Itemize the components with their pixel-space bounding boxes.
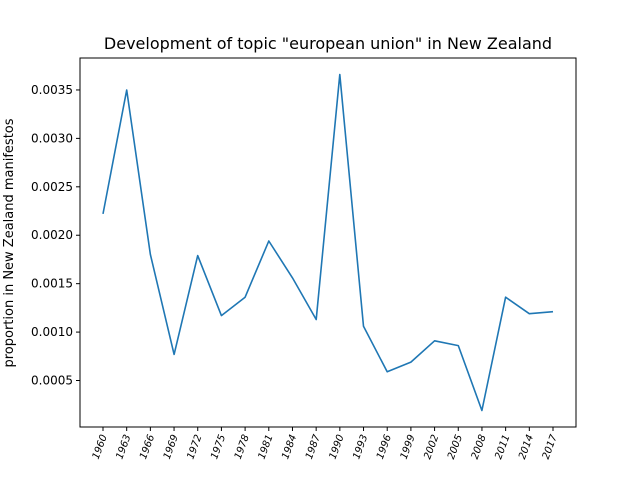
x-tick-label: 1987 bbox=[304, 433, 323, 461]
x-tick-label: 2008 bbox=[470, 433, 489, 461]
y-tick-label: 0.0015 bbox=[31, 277, 73, 291]
y-tick-label: 0.0030 bbox=[31, 131, 73, 145]
plot-frame bbox=[79, 57, 577, 428]
x-tick-label: 1978 bbox=[233, 433, 252, 461]
x-tick-label: 1993 bbox=[351, 433, 370, 461]
x-tick-label: 1981 bbox=[257, 433, 276, 461]
x-tick-label: 2014 bbox=[517, 433, 536, 461]
chart-title: Development of topic "european union" in… bbox=[104, 34, 552, 53]
y-tick-label: 0.0010 bbox=[31, 325, 73, 339]
x-tick-label: 1996 bbox=[375, 433, 394, 461]
x-tick-label: 2017 bbox=[541, 433, 560, 461]
x-tick-label: 2005 bbox=[446, 433, 465, 461]
x-tick-label: 1984 bbox=[280, 433, 299, 461]
x-axis: 1960 1963 1966 1969 1972 1975 1978 1981 1984 1987… bbox=[91, 427, 560, 461]
x-tick-label: 1963 bbox=[114, 433, 133, 461]
series-line bbox=[102, 73, 554, 412]
x-tick-label: 1999 bbox=[399, 433, 418, 461]
x-tick-label: 1966 bbox=[138, 433, 157, 461]
y-axis: 0.0005 0.0010 0.0015 0.0020 0.0025 0.0030 0.00… bbox=[31, 83, 80, 388]
y-tick-label: 0.0035 bbox=[31, 83, 73, 97]
x-tick-label: 1969 bbox=[162, 433, 181, 461]
x-tick-label: 1975 bbox=[209, 433, 228, 461]
y-tick-label: 0.0020 bbox=[31, 228, 73, 242]
y-tick-label: 0.0005 bbox=[31, 374, 73, 388]
x-tick-label: 1990 bbox=[328, 433, 347, 461]
x-tick-label: 2002 bbox=[422, 433, 441, 461]
series-layer bbox=[102, 73, 554, 412]
y-tick-label: 0.0025 bbox=[31, 180, 73, 194]
y-axis-label: proportion in New Zealand manifestos bbox=[2, 118, 17, 367]
x-tick-label: 1960 bbox=[91, 433, 110, 461]
x-tick-label: 2011 bbox=[493, 433, 512, 461]
x-tick-label: 1972 bbox=[186, 433, 205, 461]
